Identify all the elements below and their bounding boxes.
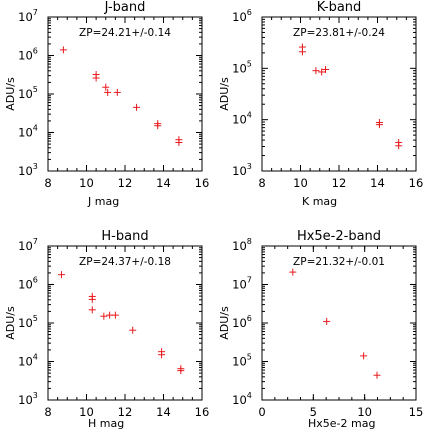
y-tick-label: 103 [232, 162, 252, 178]
data-point [373, 371, 381, 379]
data-point [88, 306, 96, 314]
x-ticks: 8 10 12 14 16 [258, 17, 423, 190]
y-axis-label: ADU/s [4, 77, 17, 111]
data-point [92, 74, 100, 82]
y-tick-label: 107 [18, 237, 38, 253]
y-tick-label: 106 [18, 276, 38, 292]
panel-k-band: K-band ZP=23.81+/-0.24 K mag ADU/s 8 10 12… [218, 0, 423, 208]
x-tick-label: 16 [409, 176, 424, 190]
data-points [289, 268, 381, 379]
y-tick-label: 103 [18, 391, 38, 407]
panel-hx5e-2-band: Hx5e-2-band ZP=21.32+/-0.01 Hx5e-2 mag A… [218, 229, 423, 430]
plot-frame [47, 245, 203, 401]
data-point [177, 367, 185, 375]
y-tick-label: 106 [232, 8, 252, 24]
data-point [113, 88, 121, 96]
chart-title: Hx5e-2-band [297, 229, 381, 244]
data-point [395, 142, 403, 150]
y-tick-label: 104 [232, 391, 252, 407]
x-tick-label: 10 [79, 405, 94, 419]
chart-title: J-band [104, 0, 146, 15]
x-tick-label: 14 [156, 176, 171, 190]
data-point [158, 351, 166, 359]
x-tick-label: 16 [195, 405, 210, 419]
x-tick-label: 12 [332, 176, 347, 190]
y-tick-label: 106 [232, 314, 252, 330]
x-tick-label: 10 [293, 176, 308, 190]
y-tick-label: 104 [18, 124, 38, 140]
data-point [102, 83, 110, 91]
data-point [289, 268, 297, 276]
x-axis-label: J mag [87, 195, 119, 208]
y-axis-label: ADU/s [4, 306, 17, 340]
plot-frame [261, 16, 417, 172]
data-point [323, 317, 331, 325]
x-tick-label: 10 [357, 405, 372, 419]
data-points [298, 43, 403, 150]
x-axis-label: K mag [302, 195, 337, 208]
data-point [104, 88, 112, 96]
data-points [57, 271, 185, 375]
y-tick-label: 107 [18, 8, 38, 24]
y-tick-label: 105 [232, 353, 252, 369]
zp-annotation: ZP=21.32+/-0.01 [293, 256, 385, 268]
data-point [154, 122, 162, 130]
y-tick-label: 108 [232, 237, 252, 253]
data-point [133, 103, 141, 111]
panel-j-band: J-band ZP=24.21+/-0.14 J mag ADU/s 8 10 12… [4, 0, 209, 208]
x-tick-label: 12 [118, 405, 133, 419]
y-tick-label: 106 [18, 47, 38, 63]
data-point [88, 295, 96, 303]
x-tick-label: 10 [79, 176, 94, 190]
x-tick-label: 16 [195, 176, 210, 190]
data-point [111, 311, 119, 319]
plot-frame [47, 16, 203, 172]
y-tick-label: 105 [232, 59, 252, 75]
y-tick-label: 105 [18, 314, 38, 330]
data-point [59, 46, 67, 54]
x-tick-label: 8 [44, 176, 51, 190]
x-tick-label: 5 [310, 405, 317, 419]
zp-annotation: ZP=24.37+/-0.18 [79, 256, 171, 268]
data-point [318, 68, 326, 76]
y-tick-label: 105 [18, 85, 38, 101]
data-point [360, 352, 368, 360]
chart-title: H-band [101, 229, 148, 244]
data-point [57, 271, 65, 279]
x-tick-label: 15 [409, 405, 424, 419]
data-point [375, 121, 383, 129]
panel-h-band: H-band ZP=24.37+/-0.18 H mag ADU/s 8 10 12… [4, 229, 209, 430]
x-axis-label: Hx5e-2 mag [308, 417, 375, 430]
zp-annotation: ZP=23.81+/-0.24 [293, 27, 385, 39]
y-tick-label: 107 [232, 276, 252, 292]
y-tick-label: 103 [18, 162, 38, 178]
x-tick-label: 12 [118, 176, 133, 190]
x-tick-label: 0 [258, 405, 265, 419]
data-point [298, 48, 306, 56]
data-point [312, 67, 320, 75]
x-ticks: 8 10 12 14 16 [44, 246, 209, 419]
y-tick-label: 104 [18, 353, 38, 369]
data-point [129, 326, 137, 334]
x-tick-label: 14 [156, 405, 171, 419]
data-point [322, 65, 330, 73]
y-axis-label: ADU/s [218, 77, 231, 111]
x-axis-label: H mag [88, 417, 124, 430]
plot-frame [261, 245, 417, 401]
zp-annotation: ZP=24.21+/-0.14 [79, 27, 171, 39]
data-point [100, 312, 108, 320]
x-ticks: 0 5 10 15 [258, 246, 423, 419]
x-tick-label: 14 [370, 176, 385, 190]
chart-title: K-band [317, 0, 362, 15]
x-tick-label: 8 [258, 176, 265, 190]
data-point [175, 138, 183, 146]
data-points [59, 46, 183, 146]
x-tick-label: 8 [44, 405, 51, 419]
y-axis-label: ADU/s [218, 306, 231, 340]
x-ticks: 8 10 12 14 16 [44, 17, 209, 190]
y-tick-label: 104 [232, 111, 252, 127]
